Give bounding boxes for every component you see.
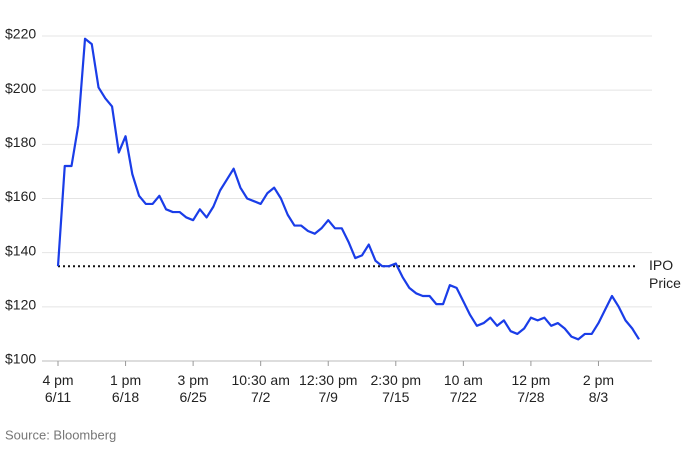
- x-tick-label-line: 8/3: [589, 389, 609, 405]
- x-tick-label-line: 7/2: [251, 389, 271, 405]
- x-tick-label-line: 7/28: [517, 389, 544, 405]
- x-tick-label-line: 6/18: [112, 389, 139, 405]
- x-tick-label: 1 pm 6/18: [110, 372, 141, 405]
- x-tick-label-line: 2 pm: [583, 372, 614, 388]
- x-tick-label-line: 10:30 am: [231, 372, 289, 388]
- y-tick-label: $200: [5, 80, 36, 96]
- ipo-label-line: IPO: [649, 257, 673, 273]
- x-tick-label: 3 pm 6/25: [178, 372, 209, 405]
- x-tick-label-line: 6/25: [179, 389, 206, 405]
- x-tick-label-line: 7/22: [450, 389, 477, 405]
- x-tick-label-line: 10 am: [444, 372, 483, 388]
- x-tick-label-line: 2:30 pm: [370, 372, 421, 388]
- x-tick-label: 2:30 pm 7/15: [370, 372, 421, 405]
- ipo-label-line: Price: [649, 275, 681, 291]
- y-tick-label: $120: [5, 297, 36, 313]
- x-tick-label: 10 am 7/22: [444, 372, 483, 405]
- x-tick-label-line: 6/11: [45, 389, 71, 405]
- x-tick-label-line: 12:30 pm: [299, 372, 357, 388]
- x-tick-label: 4 pm 6/11: [42, 372, 73, 405]
- y-tick-label: $160: [5, 188, 36, 204]
- y-tick-label: $140: [5, 242, 36, 258]
- x-tick-label-line: 12 pm: [511, 372, 550, 388]
- x-tick-label-line: 3 pm: [178, 372, 209, 388]
- x-tick-label: 12 pm 7/28: [511, 372, 550, 405]
- y-tick-label: $180: [5, 134, 36, 150]
- y-tick-label: $220: [5, 26, 36, 42]
- source: Source: Bloomberg: [5, 427, 116, 442]
- x-tick-label: 10:30 am 7/2: [231, 372, 289, 405]
- x-tick-label-line: 7/9: [318, 389, 338, 405]
- x-tick-label: 12:30 pm 7/9: [299, 372, 357, 405]
- price-line: [56, 37, 640, 341]
- x-tick-label-line: 7/15: [382, 389, 409, 405]
- ipo-label: IPO Price: [649, 257, 681, 291]
- y-tick-label: $100: [5, 351, 36, 367]
- x-tick-label-line: 1 pm: [110, 372, 141, 388]
- x-tick-label: 2 pm 8/3: [583, 372, 614, 405]
- x-tick-label-line: 4 pm: [42, 372, 73, 388]
